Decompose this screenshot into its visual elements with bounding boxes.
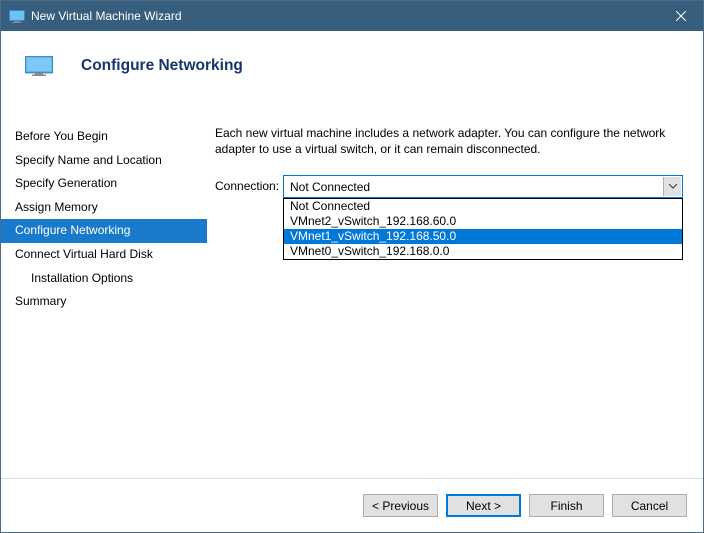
sidebar-item-2[interactable]: Specify Generation (1, 172, 207, 196)
connection-combo-wrap: Not Connected Not ConnectedVMnet2_vSwitc… (283, 175, 683, 198)
sidebar-item-0[interactable]: Before You Begin (1, 125, 207, 149)
wizard-footer: < Previous Next > Finish Cancel (1, 478, 703, 532)
dropdown-option-3[interactable]: VMnet0_vSwitch_192.168.0.0 (284, 244, 682, 259)
page-title: Configure Networking (81, 57, 243, 75)
titlebar: New Virtual Machine Wizard (1, 1, 703, 31)
previous-button[interactable]: < Previous (363, 494, 438, 517)
sidebar-item-6[interactable]: Installation Options (1, 267, 207, 291)
chevron-down-icon (663, 177, 681, 196)
monitor-icon (25, 56, 53, 76)
sidebar-item-1[interactable]: Specify Name and Location (1, 149, 207, 173)
sidebar-item-7[interactable]: Summary (1, 290, 207, 314)
sidebar-item-5[interactable]: Connect Virtual Hard Disk (1, 243, 207, 267)
dropdown-option-1[interactable]: VMnet2_vSwitch_192.168.60.0 (284, 214, 682, 229)
dropdown-option-0[interactable]: Not Connected (284, 199, 682, 214)
wizard-body: Before You BeginSpecify Name and Locatio… (1, 101, 703, 478)
app-icon (9, 8, 25, 24)
dropdown-option-2[interactable]: VMnet1_vSwitch_192.168.50.0 (284, 229, 682, 244)
combobox-selected-text: Not Connected (290, 180, 676, 194)
window-title: New Virtual Machine Wizard (31, 9, 182, 23)
sidebar-item-3[interactable]: Assign Memory (1, 196, 207, 220)
wizard-window: New Virtual Machine Wizard Configure Net… (0, 0, 704, 533)
description-text: Each new virtual machine includes a netw… (215, 125, 683, 157)
close-button[interactable] (658, 1, 703, 31)
connection-combobox[interactable]: Not Connected (283, 175, 683, 198)
finish-button[interactable]: Finish (529, 494, 604, 517)
next-button[interactable]: Next > (446, 494, 521, 517)
connection-dropdown[interactable]: Not ConnectedVMnet2_vSwitch_192.168.60.0… (283, 198, 683, 260)
wizard-header: Configure Networking (1, 31, 703, 101)
sidebar-item-4[interactable]: Configure Networking (1, 219, 207, 243)
connection-label: Connection: (215, 175, 283, 193)
cancel-button[interactable]: Cancel (612, 494, 687, 517)
connection-row: Connection: Not Connected Not ConnectedV… (215, 175, 683, 198)
sidebar: Before You BeginSpecify Name and Locatio… (1, 101, 207, 478)
content-pane: Each new virtual machine includes a netw… (207, 101, 703, 478)
